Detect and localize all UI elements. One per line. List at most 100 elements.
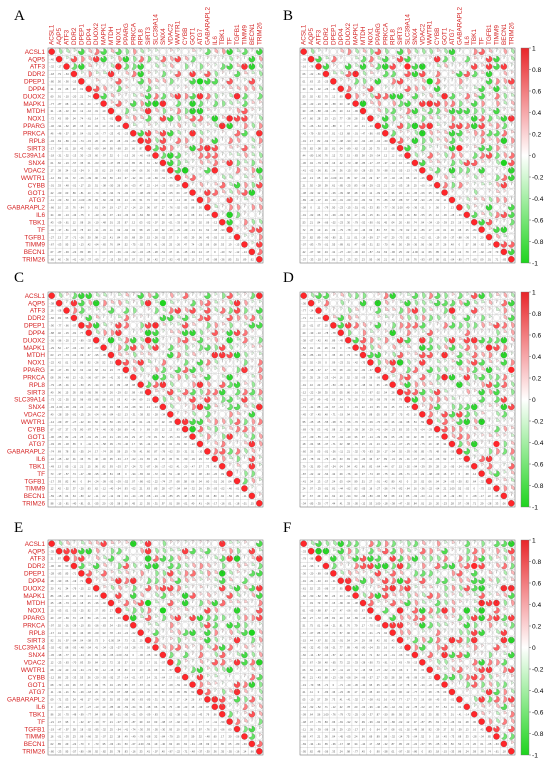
- corr-value-label: -.52: [361, 220, 366, 224]
- corr-value-label: -.23: [487, 250, 492, 254]
- pie-mark: [192, 181, 194, 186]
- corr-value-label: .43: [80, 146, 84, 150]
- pie-mark: [437, 115, 441, 120]
- pie-mark: [481, 181, 485, 186]
- corr-value-label: .26: [146, 228, 150, 232]
- corr-value-label: -.47: [368, 368, 373, 372]
- row-label: SNX4: [28, 404, 45, 411]
- pie-mark: [256, 256, 263, 263]
- pie-mark: [511, 344, 513, 348]
- pie-mark: [414, 48, 419, 54]
- pie-mark: [211, 137, 218, 144]
- corr-value-label: .02: [309, 361, 313, 365]
- corr-value-label: -.11: [331, 87, 336, 91]
- pie-mark: [488, 159, 492, 164]
- pie-mark: [473, 322, 478, 329]
- corr-value-label: .33: [361, 191, 365, 195]
- corr-value-label: -.88: [49, 331, 54, 335]
- pie-mark: [241, 100, 248, 107]
- pie-outline: [211, 85, 219, 92]
- corr-value-label: -.15: [346, 206, 351, 210]
- corr-value-label: -.03: [339, 213, 344, 217]
- corr-value-label: -.89: [146, 191, 151, 195]
- corr-value-label: -.04: [72, 346, 77, 350]
- corr-value-label: -.29: [183, 228, 188, 232]
- pie-mark: [185, 396, 186, 400]
- pie-mark: [236, 85, 241, 90]
- pie-mark: [443, 322, 448, 329]
- pie-mark: [226, 122, 233, 130]
- corr-value-label: -.30: [49, 338, 54, 342]
- pie-mark: [466, 204, 470, 210]
- corr-value-label: -.62: [153, 161, 158, 165]
- corr-value-label: .95: [65, 243, 69, 247]
- corr-value-label: .58: [117, 501, 121, 505]
- corr-value-label: -.01: [242, 501, 247, 505]
- pie-outline: [196, 411, 204, 418]
- pie-mark: [131, 63, 137, 70]
- corr-value-label: .24: [317, 346, 321, 350]
- pie-mark: [177, 115, 181, 122]
- corr-value-label: -.37: [57, 228, 62, 232]
- pie-mark: [396, 144, 404, 152]
- pie-mark: [167, 130, 174, 137]
- row-label: WWTR1: [21, 419, 46, 426]
- column-label: GOT1: [442, 27, 449, 45]
- pie-mark: [259, 374, 263, 381]
- pie-mark: [407, 359, 411, 365]
- corr-value-label: -.83: [309, 243, 314, 247]
- row-label: ACSL1: [25, 293, 46, 300]
- column-label: TIMM9: [241, 25, 248, 45]
- pie-mark: [190, 55, 196, 63]
- pie-mark: [259, 299, 262, 304]
- pie-mark: [177, 374, 181, 381]
- pie-mark: [348, 329, 352, 336]
- pie-mark: [436, 374, 441, 381]
- corr-value-label: .50: [398, 243, 402, 247]
- pie-mark: [122, 366, 130, 374]
- corr-value-label: -.45: [316, 413, 321, 417]
- corr-value-label: .29: [50, 368, 54, 372]
- corr-value-label: .99: [383, 435, 387, 439]
- pie-mark: [92, 92, 100, 100]
- corr-value-label: .37: [124, 464, 128, 468]
- corr-value-label: -.06: [49, 435, 54, 439]
- pie-mark: [459, 196, 462, 201]
- pie-mark: [451, 403, 456, 411]
- corr-value-label: .19: [87, 124, 91, 128]
- corr-value-label: -.22: [57, 398, 62, 402]
- pie-mark: [362, 70, 367, 76]
- corr-value-label: -.12: [301, 390, 306, 394]
- pie-mark: [192, 85, 195, 90]
- corr-value-label: .96: [57, 390, 61, 394]
- column-label: VDAC2: [167, 23, 174, 45]
- corr-value-label: .89: [332, 338, 336, 342]
- pie-mark: [199, 174, 203, 178]
- pie-outline: [367, 292, 374, 299]
- corr-value-label: .05: [109, 450, 113, 454]
- pie-mark: [122, 55, 129, 63]
- corr-value-label: .20: [154, 442, 158, 446]
- pie-mark: [241, 93, 248, 100]
- corr-value-label: .74: [87, 94, 91, 98]
- pie-mark: [406, 122, 411, 129]
- corr-value-label: .12: [435, 213, 439, 217]
- pie-mark: [222, 48, 226, 55]
- pie-mark: [362, 85, 367, 89]
- corr-value-label: -.86: [309, 353, 314, 357]
- corr-value-label: -.20: [72, 94, 77, 98]
- pie-mark: [229, 107, 232, 112]
- pie-mark: [511, 381, 515, 388]
- corr-value-label: -.41: [124, 250, 129, 254]
- pie-mark: [192, 381, 196, 388]
- pie-mark: [503, 196, 508, 204]
- corr-value-label: .45: [57, 442, 61, 446]
- corr-value-label: .14: [124, 198, 128, 202]
- pie-mark: [414, 314, 419, 321]
- corr-value-label: -.55: [213, 235, 218, 239]
- pie-mark: [148, 70, 152, 75]
- pie-mark: [123, 63, 129, 70]
- pie-mark: [182, 167, 189, 174]
- corr-value-label: -.43: [175, 257, 180, 261]
- pie-mark: [333, 63, 336, 67]
